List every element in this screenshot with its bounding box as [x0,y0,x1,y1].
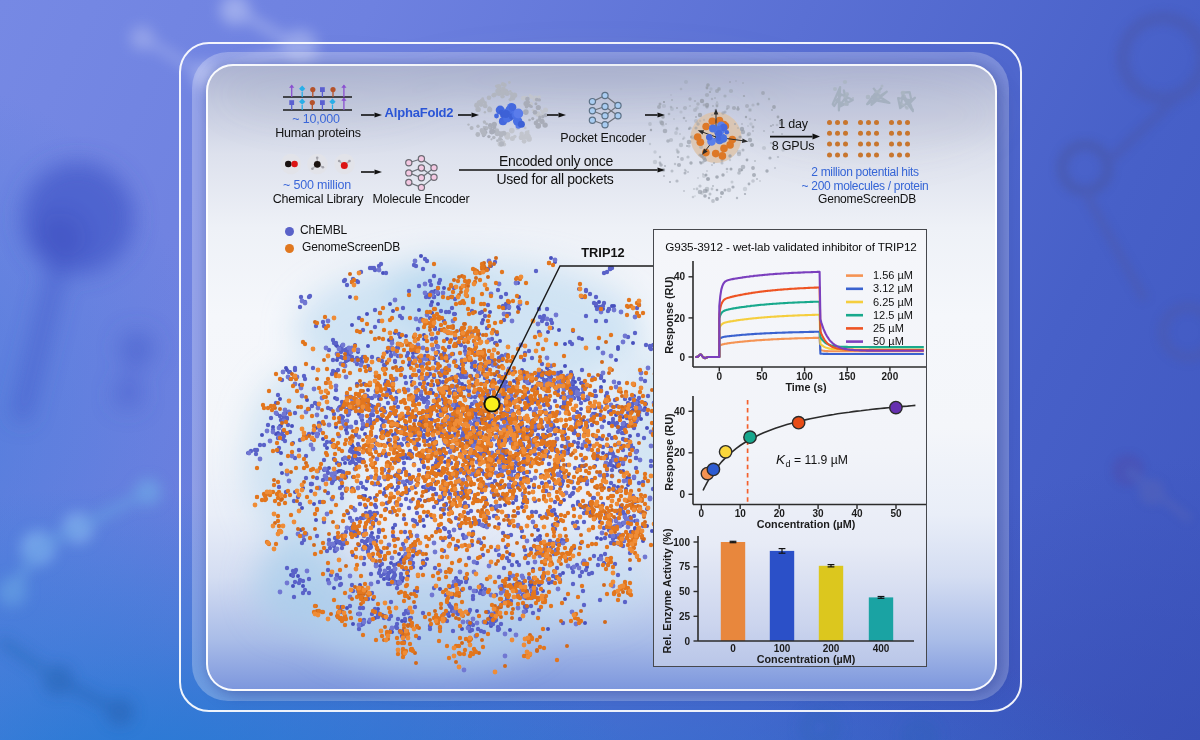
svg-text:Concentration (µM): Concentration (µM) [757,653,856,665]
svg-text:12.5 µM: 12.5 µM [873,309,913,321]
svg-text:20: 20 [774,508,786,519]
svg-text:0: 0 [730,643,736,654]
svg-text:1.56 µM: 1.56 µM [873,269,913,281]
svg-text:400: 400 [873,643,890,654]
svg-text:6.25 µM: 6.25 µM [873,296,913,308]
svg-text:Response (RU): Response (RU) [663,413,675,491]
svg-text:K: K [776,452,786,467]
svg-text:100: 100 [673,537,690,548]
svg-text:40: 40 [851,508,863,519]
svg-text:50 µM: 50 µM [873,335,904,347]
svg-text:150: 150 [839,371,856,382]
svg-text:Rel. Enzyme Activity (%): Rel. Enzyme Activity (%) [661,528,673,653]
svg-text:25 µM: 25 µM [873,322,904,334]
svg-text:Response (RU): Response (RU) [663,276,675,354]
svg-text:20: 20 [674,313,686,324]
svg-text:50: 50 [679,586,691,597]
svg-text:50: 50 [756,371,768,382]
svg-text:= 11.9 µM: = 11.9 µM [794,453,848,467]
svg-text:50: 50 [890,508,902,519]
svg-text:40: 40 [674,271,686,282]
svg-text:20: 20 [674,447,686,458]
svg-text:Concentration (µM): Concentration (µM) [757,518,856,530]
svg-text:0: 0 [684,636,690,647]
svg-text:200: 200 [882,371,899,382]
svg-text:75: 75 [679,561,691,572]
svg-text:3.12 µM: 3.12 µM [873,282,913,294]
svg-text:0: 0 [679,489,685,500]
svg-text:d: d [786,459,791,469]
svg-text:25: 25 [679,611,691,622]
svg-text:0: 0 [717,371,723,382]
svg-text:30: 30 [813,508,825,519]
svg-text:100: 100 [774,643,791,654]
svg-text:0: 0 [679,352,685,363]
svg-text:200: 200 [823,643,840,654]
svg-text:Time (s): Time (s) [785,381,827,393]
svg-text:10: 10 [735,508,747,519]
svg-text:40: 40 [674,406,686,417]
svg-text:0: 0 [699,508,705,519]
